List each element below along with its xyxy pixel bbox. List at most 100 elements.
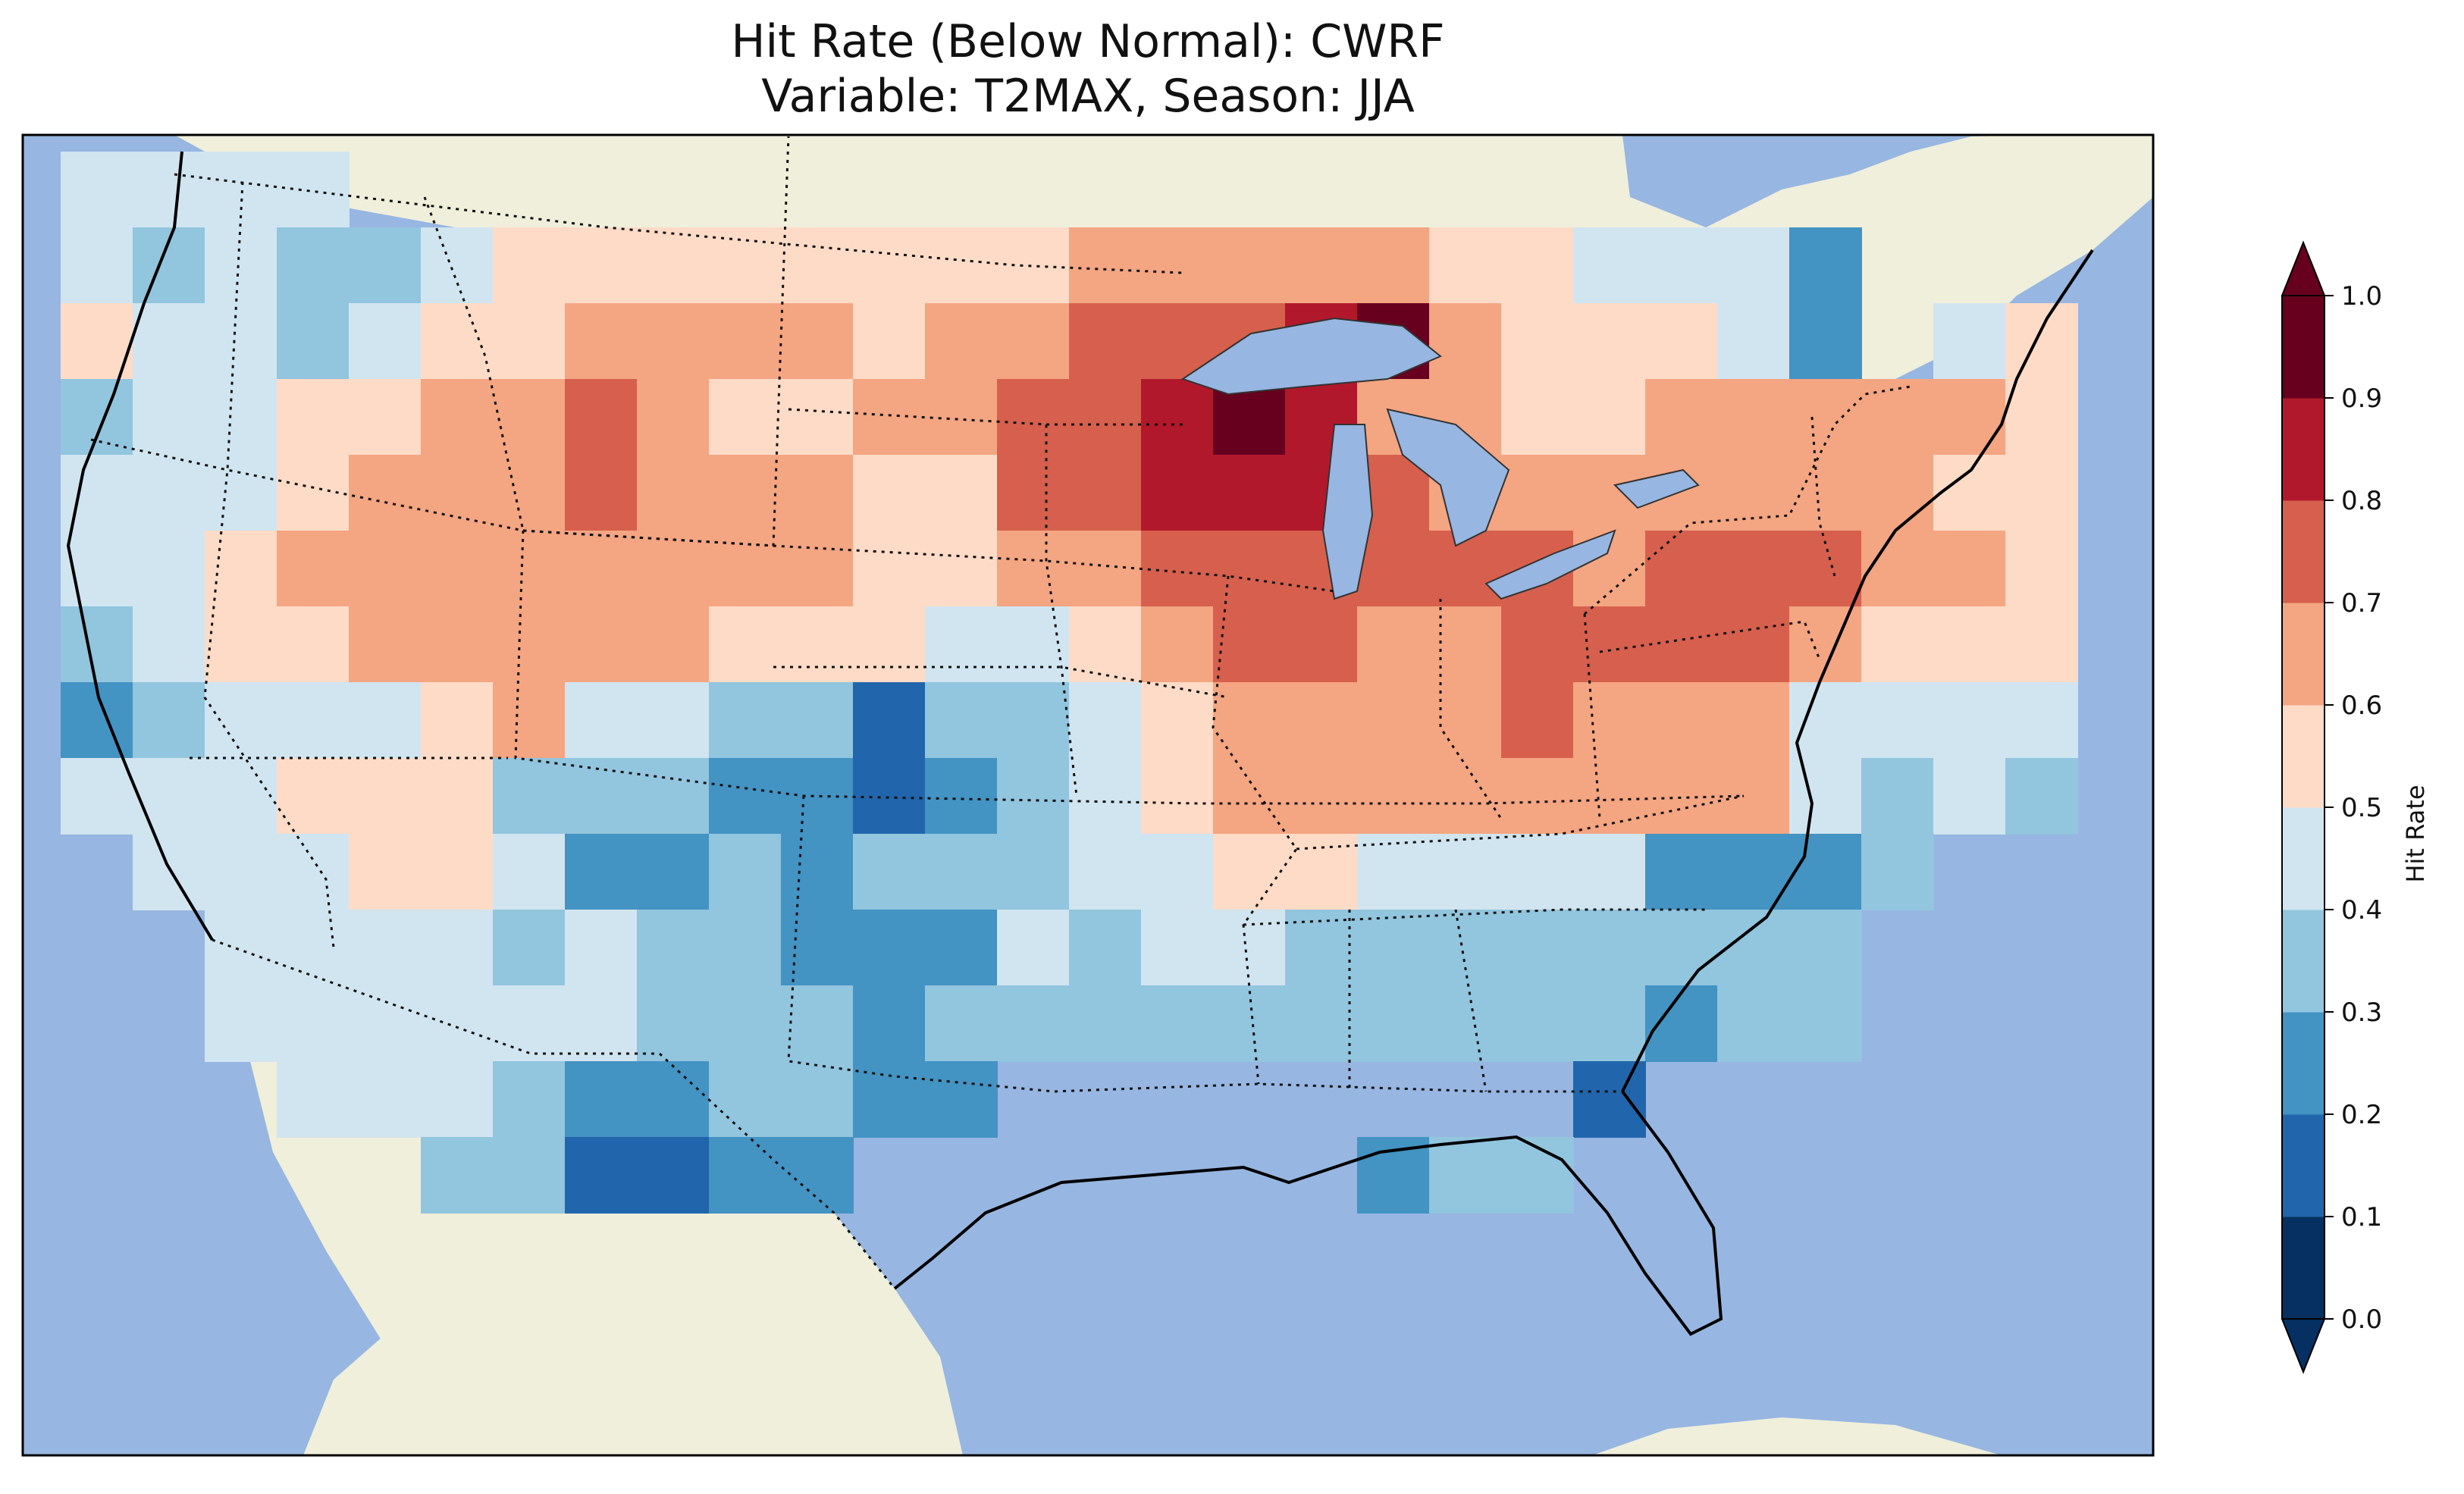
raster-cell xyxy=(349,985,422,1062)
colorbar-segment xyxy=(2282,296,2324,399)
raster-cell xyxy=(1861,455,1934,531)
state-line-2 xyxy=(514,530,1745,805)
raster-cell xyxy=(1861,758,1934,835)
colorbar: 0.0 0.1 0.2 0.3 0.4 0.5 0.6 0.7 0.8 0.9 1.0 xyxy=(2281,240,2382,1374)
border-49th xyxy=(174,173,1183,274)
raster-cell xyxy=(1285,606,1358,683)
raster-cell xyxy=(2005,303,2078,380)
raster-cell xyxy=(1429,227,1502,304)
raster-cell xyxy=(1645,379,1718,456)
raster-cell xyxy=(61,758,133,835)
raster-cell xyxy=(493,303,566,380)
raster-cell xyxy=(637,985,710,1062)
raster-cell xyxy=(565,455,638,531)
raster-cell xyxy=(1501,606,1574,683)
raster-cell xyxy=(1573,758,1646,835)
raster-cell xyxy=(1933,379,2006,456)
raster-cell xyxy=(1141,682,1214,759)
colorbar-segment xyxy=(2282,1114,2324,1217)
state-boundaries xyxy=(90,136,1911,1289)
raster-cell xyxy=(1141,379,1214,456)
state-line-10 xyxy=(1212,575,1298,1085)
raster-cell xyxy=(925,910,998,986)
raster-cell xyxy=(925,227,998,304)
raster-cell xyxy=(205,531,277,607)
raster-cell xyxy=(1645,682,1718,759)
raster-cell xyxy=(925,303,998,380)
raster-cell xyxy=(1933,682,2006,759)
raster-cell xyxy=(1069,531,1142,607)
raster-cell xyxy=(565,985,638,1062)
colorbar-tick-label: 0.8 xyxy=(2341,486,2382,516)
colorbar-under-triangle xyxy=(2281,1318,2326,1374)
colorbar-tick-label: 0.0 xyxy=(2341,1305,2382,1335)
raster-cell xyxy=(709,303,782,380)
raster-cell xyxy=(781,834,854,910)
raster-cell xyxy=(1501,834,1574,910)
colorbar-label: Hit Rate xyxy=(2401,785,2430,882)
coastlines xyxy=(66,151,2094,1336)
raster-cell xyxy=(853,834,926,910)
raster-cell xyxy=(1141,531,1214,607)
raster-cell xyxy=(925,606,998,683)
raster-cell xyxy=(349,606,422,683)
raster-cell xyxy=(1789,758,1862,835)
raster-cell xyxy=(1573,606,1646,683)
raster-cell xyxy=(853,985,926,1062)
raster-cell xyxy=(493,834,566,910)
colorbar-tick-label: 0.5 xyxy=(2341,793,2382,823)
raster-cell xyxy=(2005,758,2078,835)
raster-cell xyxy=(1357,985,1430,1062)
colorbar-segment xyxy=(2282,1012,2324,1115)
raster-cell xyxy=(853,1061,926,1138)
raster-cell xyxy=(205,303,277,380)
raster-cell xyxy=(853,531,926,607)
raster-cell xyxy=(1213,910,1286,986)
raster-cell xyxy=(997,834,1070,910)
raster-cell xyxy=(565,303,638,380)
raster-cell xyxy=(421,227,494,304)
raster-cell xyxy=(421,1137,494,1214)
raster-cell xyxy=(277,152,350,228)
raster-cell xyxy=(61,152,133,228)
colorbar-segment xyxy=(2282,603,2324,706)
colorbar-tick-label: 0.6 xyxy=(2341,691,2382,721)
raster-cell xyxy=(565,379,638,456)
raster-cell xyxy=(925,985,998,1062)
raster-cell xyxy=(853,606,926,683)
lake-michigan xyxy=(1321,424,1374,600)
raster-cell xyxy=(133,379,205,456)
raster-cell xyxy=(349,834,422,910)
raster-cell xyxy=(1357,758,1430,835)
raster-cell xyxy=(1501,379,1574,456)
raster-cell xyxy=(1501,682,1574,759)
raster-cell xyxy=(2005,379,2078,456)
raster-cell xyxy=(565,758,638,835)
lake-superior xyxy=(1180,317,1442,396)
raster-cell xyxy=(2005,531,2078,607)
raster-cell xyxy=(1213,455,1286,531)
raster-cell xyxy=(1069,910,1142,986)
raster-cell xyxy=(1357,834,1430,910)
hit-rate-raster xyxy=(61,152,2078,1214)
raster-cell xyxy=(1213,606,1286,683)
raster-cell xyxy=(493,227,566,304)
raster-cell xyxy=(565,1061,638,1138)
raster-cell xyxy=(493,531,566,607)
raster-cell xyxy=(997,682,1070,759)
chart-title-line-1: Hit Rate (Below Normal): CWRF xyxy=(731,15,1445,68)
raster-cell xyxy=(1141,606,1214,683)
raster-cell xyxy=(997,531,1070,607)
state-line-4 xyxy=(203,181,335,948)
raster-cell xyxy=(565,682,638,759)
raster-cell xyxy=(1501,1137,1574,1214)
raster-cell xyxy=(1645,303,1718,380)
raster-cell xyxy=(1645,910,1718,986)
raster-cell xyxy=(1861,379,1934,456)
colorbar-over-triangle xyxy=(2281,240,2326,296)
raster-cell xyxy=(997,606,1070,683)
raster-cell xyxy=(61,379,133,456)
raster-cell xyxy=(1573,910,1646,986)
raster-cell xyxy=(709,455,782,531)
